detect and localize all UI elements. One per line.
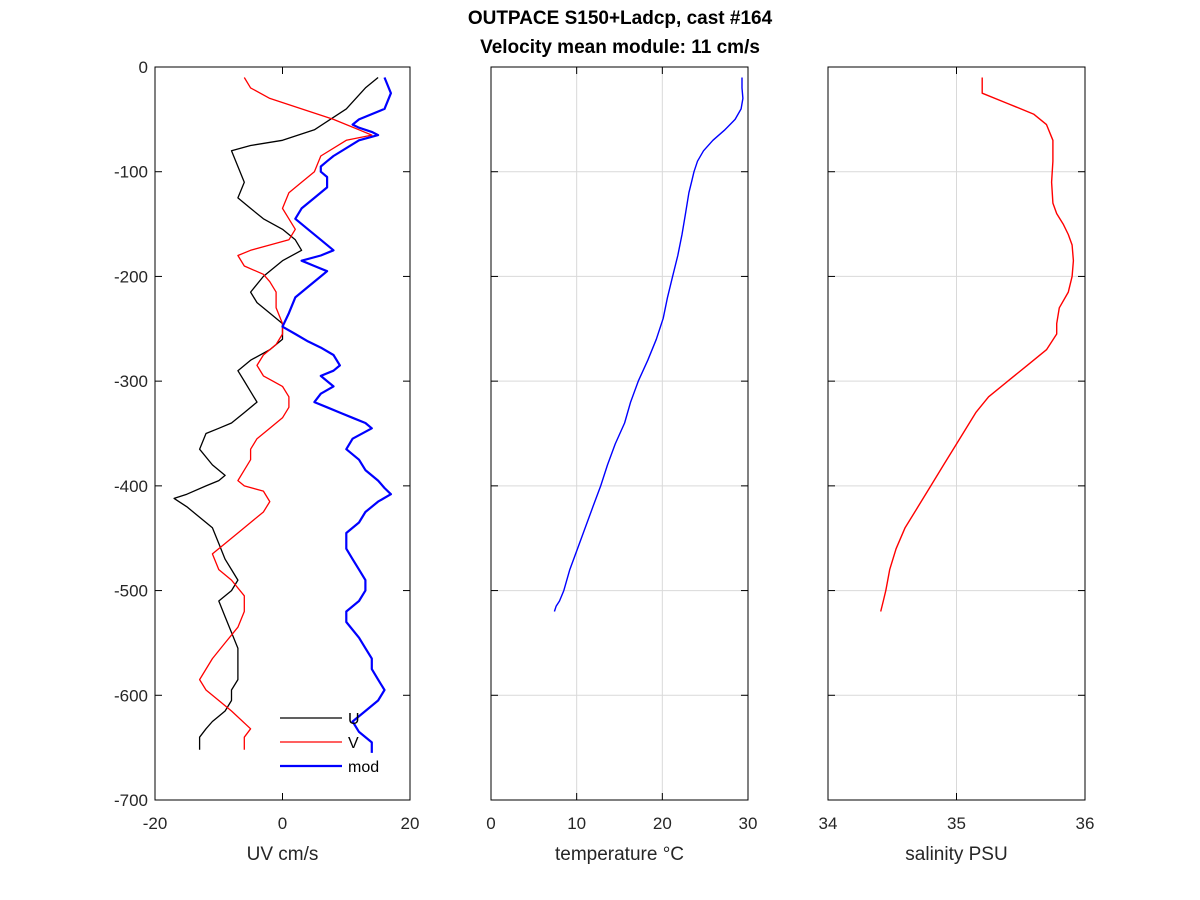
panel0-series-line-mod (281, 77, 392, 753)
panel0-series-line-V (198, 77, 373, 750)
salinity-panel: 34 35 36 salinity PSU (819, 66, 1095, 865)
legend-label-V: V (348, 735, 359, 752)
panel0-xtick-label: 20 (401, 814, 420, 833)
panel1-axes-box (490, 66, 749, 801)
panel1-series-line-0 (553, 77, 744, 612)
panel1-xlabel: temperature °C (555, 844, 684, 865)
panel2-xtick-label: 36 (1076, 814, 1095, 833)
panel0-ytick-label: -600 (114, 686, 148, 705)
temperature-panel: 0 10 20 30 temperature °C (486, 66, 758, 865)
panel0-xtick-label: -20 (143, 814, 168, 833)
panel1-xtick-label: 0 (486, 814, 495, 833)
panel1-xtick-label: 20 (653, 814, 672, 833)
panel0-ytick-label: -200 (114, 267, 148, 286)
legend-label-U: U (348, 711, 360, 728)
panel2-xtick-label: 35 (947, 814, 966, 833)
panel0-ytick-label: -700 (114, 791, 148, 810)
panel2-series-line-0 (880, 77, 1075, 612)
panel0-xtick-label: 0 (278, 814, 287, 833)
panel0-ytick-label: -100 (114, 163, 148, 182)
figure-title-line2: Velocity mean module: 11 cm/s (480, 37, 760, 58)
panel1-xtick-label: 30 (739, 814, 758, 833)
panel0-ytick-label: -400 (114, 477, 148, 496)
panel0-series-line-U (173, 76, 379, 750)
panel0-ytick-label: -500 (114, 582, 148, 601)
legend-label-mod: mod (348, 759, 379, 776)
figure-title-line1: OUTPACE S150+Ladcp, cast #164 (468, 8, 773, 29)
panel2-xtick-label: 34 (819, 814, 838, 833)
panel0-plot-area (155, 67, 410, 800)
panel0-ytick-label: 0 (139, 58, 148, 77)
panel0-xlabel: UV cm/s (247, 844, 319, 865)
panel1-xtick-label: 10 (567, 814, 586, 833)
panel0-ytick-label: -300 (114, 372, 148, 391)
panel2-xlabel: salinity PSU (905, 844, 1007, 865)
